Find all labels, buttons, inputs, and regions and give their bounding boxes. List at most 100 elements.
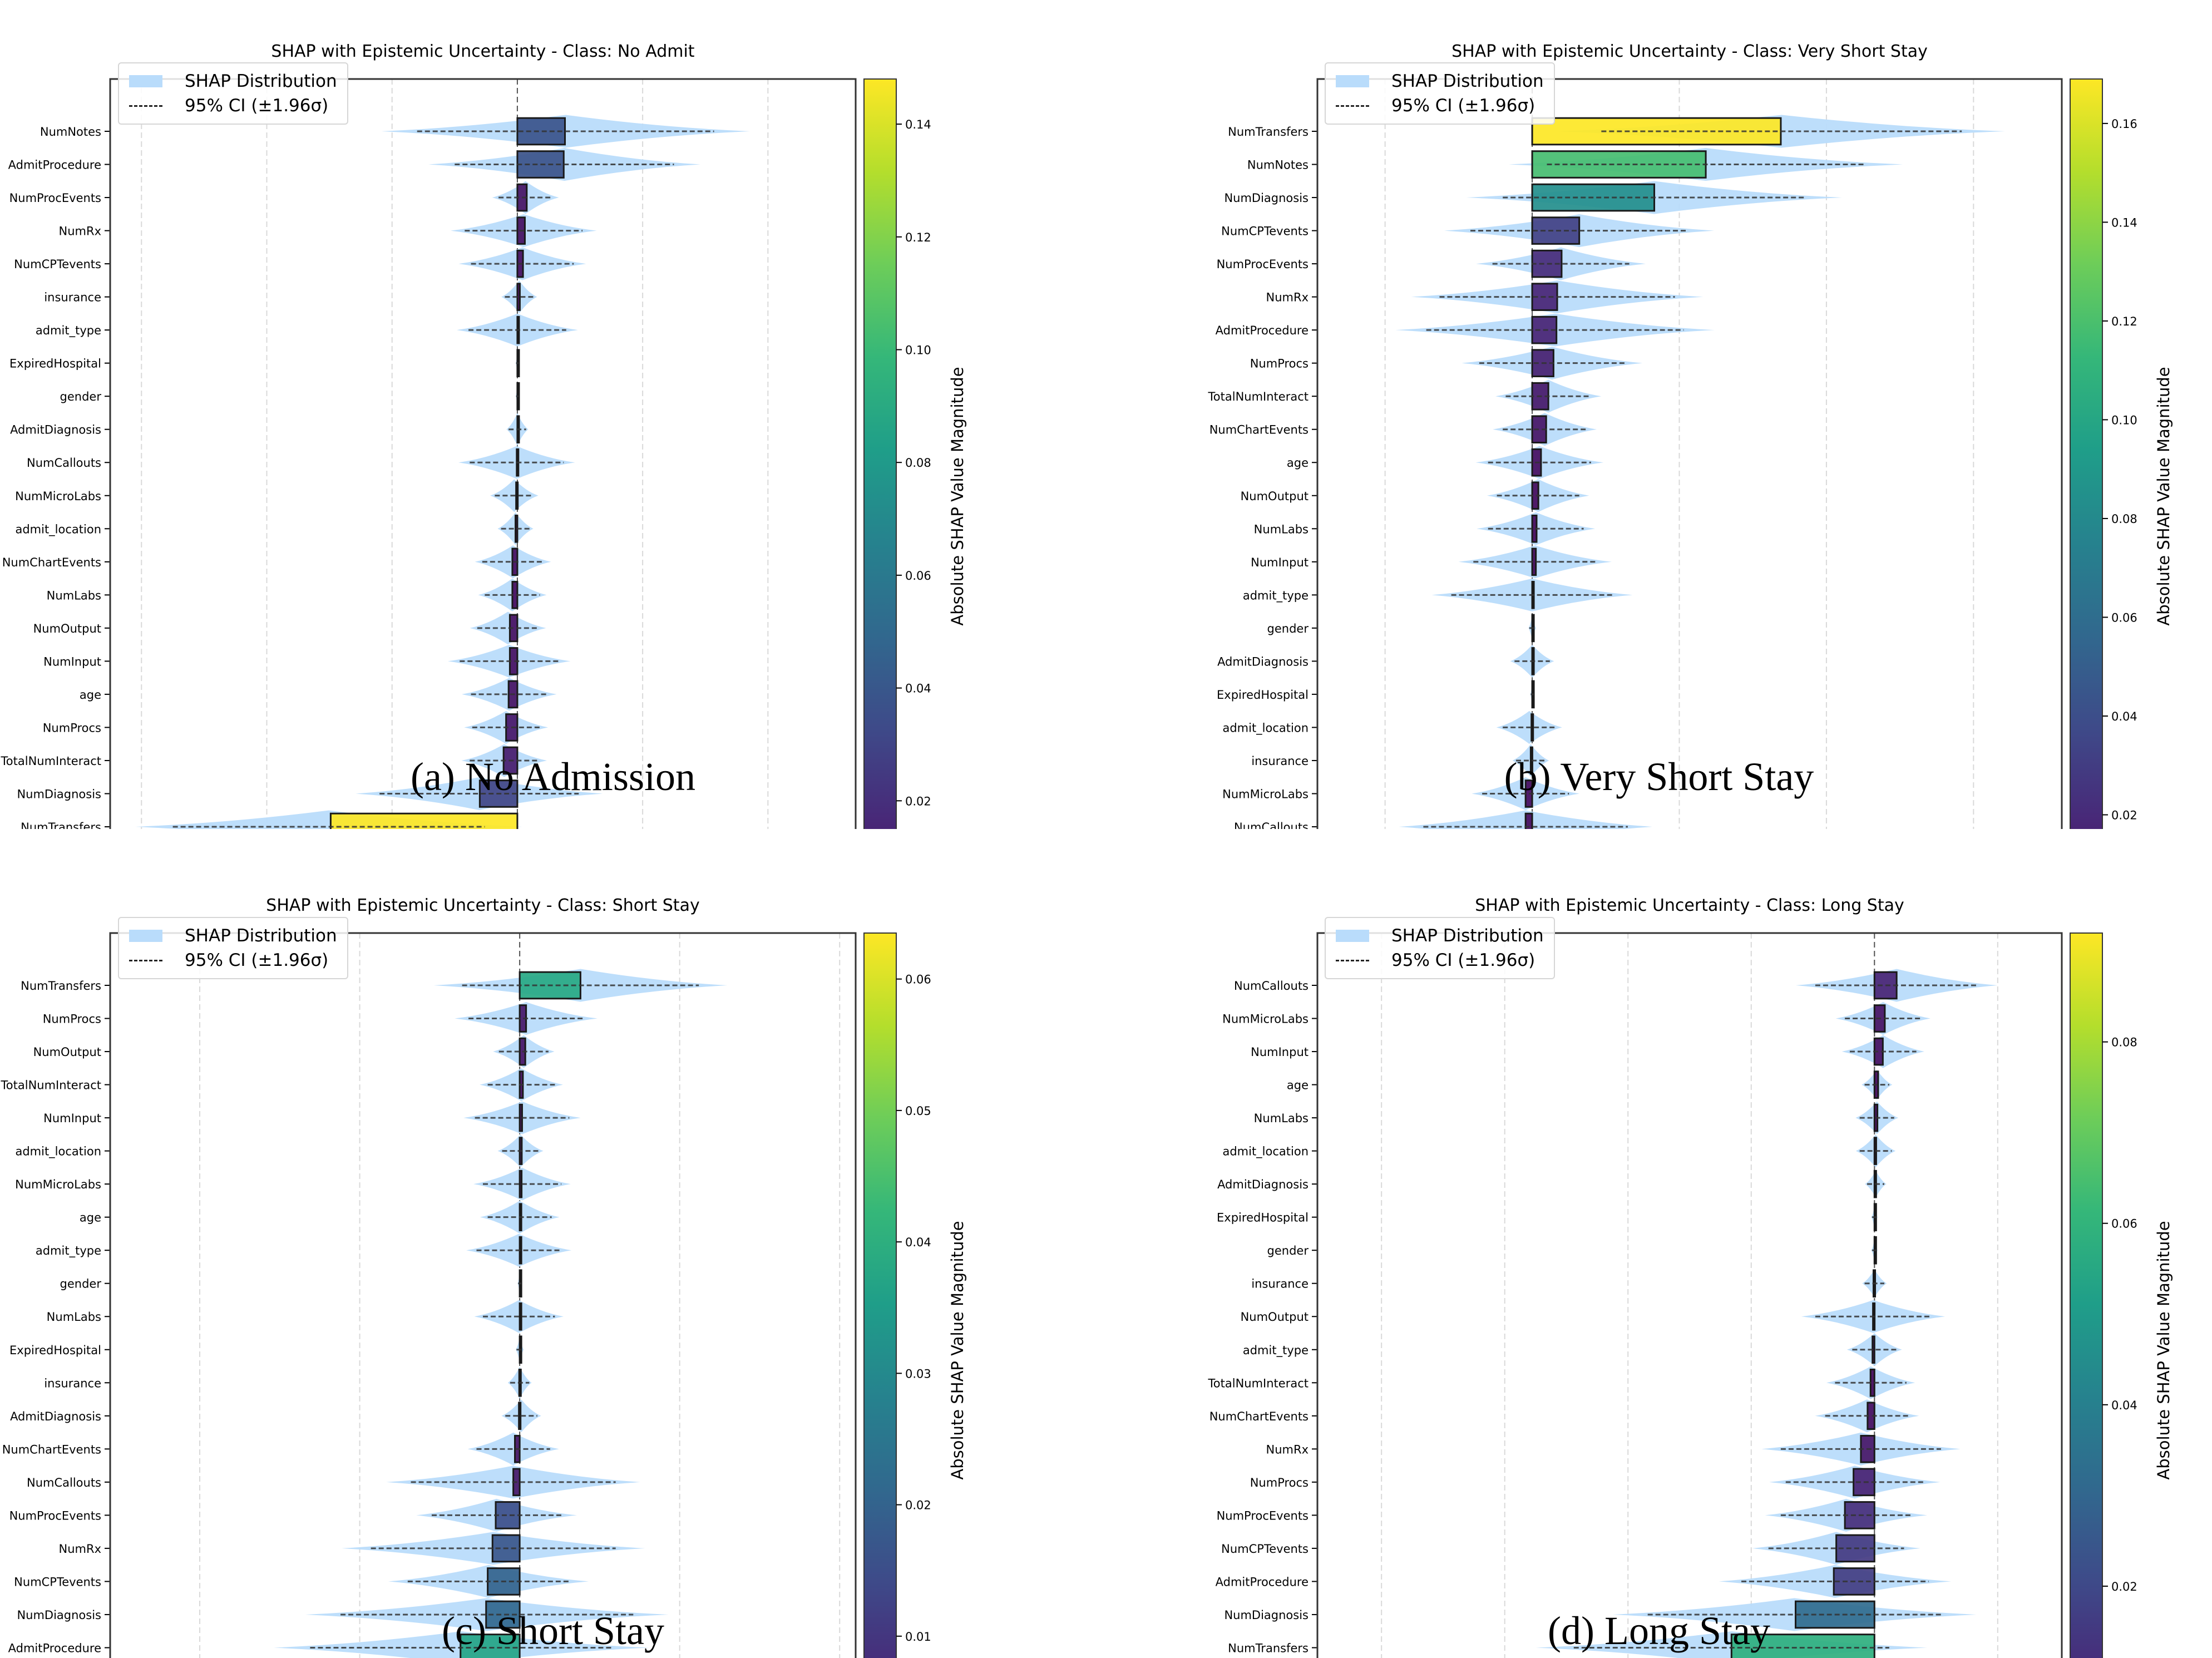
y-tick-label: admit_type <box>36 324 101 338</box>
legend-item-distribution: SHAP Distribution <box>129 69 337 93</box>
legend-item-ci: 95% CI (±1.96σ) <box>129 93 337 118</box>
legend: SHAP Distribution 95% CI (±1.96σ) <box>1325 917 1555 979</box>
y-tick-label: AdmitDiagnosis <box>10 1410 101 1423</box>
colorbar-tick-label: 0.04 <box>2111 710 2137 723</box>
colorbar <box>863 78 897 829</box>
colorbar-tick-label: 0.04 <box>2111 1399 2137 1412</box>
y-tick-label: admit_location <box>1222 1145 1309 1159</box>
violin-shape <box>470 611 546 645</box>
violin-swatch-icon <box>1336 930 1369 942</box>
y-tick-label: NumCPTevents <box>14 1575 101 1588</box>
colorbar-label: Absolute SHAP Value Magnitude <box>948 1221 967 1479</box>
dashed-line-icon <box>1336 105 1369 107</box>
y-tick-label: NumInput <box>43 655 101 668</box>
y-tick-label: ExpiredHospital <box>9 1344 101 1357</box>
plot-frame <box>109 932 857 1658</box>
y-tick-label: age <box>1287 456 1309 470</box>
colorbar-tick-label: 0.08 <box>2111 512 2137 526</box>
y-tick-label: AdmitProcedure <box>1216 324 1309 337</box>
chart-title: SHAP with Epistemic Uncertainty - Class:… <box>1475 896 1904 915</box>
y-tick-label: insurance <box>44 1376 101 1390</box>
violin-swatch-icon <box>1336 75 1369 87</box>
y-tick-label: age <box>80 1211 101 1225</box>
panel-caption: (a) No Admission <box>411 754 695 799</box>
colorbar-tick-label: 0.16 <box>2111 117 2137 131</box>
dashed-line-icon <box>129 959 162 961</box>
legend-item-distribution: SHAP Distribution <box>129 924 337 948</box>
y-tick-label: NumProcs <box>1250 357 1309 371</box>
colorbar-tick-label: 0.06 <box>905 569 931 583</box>
y-tick-label: NumCallouts <box>27 1476 101 1489</box>
legend-label-ci: 95% CI (±1.96σ) <box>185 950 329 970</box>
y-tick-label: AdmitDiagnosis <box>10 423 101 437</box>
y-tick-label: NumCPTevents <box>1221 225 1309 238</box>
colorbar-tick-label: 0.04 <box>905 682 931 695</box>
colorbar-tick-label: 0.06 <box>905 973 931 986</box>
shap-bar <box>1531 216 1581 245</box>
y-tick-label: gender <box>1267 1244 1309 1257</box>
chart-title: SHAP with Epistemic Uncertainty - Class:… <box>1451 42 1928 61</box>
colorbar-tick-label: 0.05 <box>905 1104 931 1118</box>
y-tick-label: NumOutput <box>1241 1310 1309 1324</box>
panel-no-admit: SHAP with Epistemic Uncertainty - Class:… <box>0 0 1106 829</box>
colorbar-tick-label: 0.08 <box>2111 1036 2137 1049</box>
legend-item-distribution: SHAP Distribution <box>1336 924 1544 948</box>
colorbar <box>2070 932 2103 1658</box>
y-tick-label: NumChartEvents <box>1209 423 1309 437</box>
y-tick-label: admit_location <box>15 1145 101 1159</box>
colorbar-tick-label: 0.03 <box>905 1367 931 1380</box>
y-tick-label: NumLabs <box>1254 1112 1309 1125</box>
y-tick-label: NumMicroLabs <box>1222 787 1309 801</box>
y-tick-label: NumChartEvents <box>2 1443 101 1456</box>
shap-bar <box>518 1402 522 1430</box>
legend-label-ci: 95% CI (±1.96σ) <box>185 96 329 116</box>
y-tick-label: NumProcEvents <box>1217 1509 1309 1522</box>
violin-swatch-icon <box>129 75 162 87</box>
y-tick-label: NumOutput <box>1241 490 1309 503</box>
y-tick-label: insurance <box>1251 754 1309 768</box>
violin-swatch-icon <box>129 930 162 942</box>
panel-short-stay: SHAP with Epistemic Uncertainty - Class:… <box>0 829 1106 1658</box>
y-tick-label: admit_location <box>1222 721 1309 735</box>
shap-bar <box>515 481 519 510</box>
y-tick-label: TotalNumInteract <box>1208 390 1309 403</box>
y-tick-label: insurance <box>1251 1277 1309 1291</box>
y-tick-label: NumCallouts <box>27 456 101 470</box>
legend-label-ci: 95% CI (±1.96σ) <box>1391 950 1535 970</box>
legend: SHAP Distribution 95% CI (±1.96σ) <box>118 917 348 979</box>
y-tick-label: NumNotes <box>40 125 101 139</box>
y-tick-label: NumProcEvents <box>9 191 101 205</box>
chart-title: SHAP with Epistemic Uncertainty - Class:… <box>266 896 699 915</box>
colorbar-tick-label: 0.14 <box>905 118 931 131</box>
colorbar-tick-label: 0.02 <box>905 795 931 808</box>
y-tick-label: NumInput <box>1251 1045 1309 1059</box>
dashed-line-icon <box>129 105 162 107</box>
y-tick-label: NumRx <box>59 1542 102 1556</box>
shap-bar <box>1530 713 1534 742</box>
y-tick-label: NumProcs <box>1250 1476 1309 1489</box>
y-tick-label: NumCPTevents <box>14 258 101 271</box>
y-tick-label: NumProcEvents <box>9 1509 101 1522</box>
y-tick-label: gender <box>60 390 102 403</box>
y-tick-label: AdmitProcedure <box>8 159 101 172</box>
legend-label-distribution: SHAP Distribution <box>1391 71 1544 91</box>
legend-label-ci: 95% CI (±1.96σ) <box>1391 96 1535 116</box>
legend: SHAP Distribution 95% CI (±1.96σ) <box>118 62 348 125</box>
y-tick-label: AdmitDiagnosis <box>1217 655 1309 668</box>
y-tick-label: NumDiagnosis <box>17 1608 101 1622</box>
shap-bar <box>516 117 566 146</box>
y-tick-label: AdmitDiagnosis <box>1217 1178 1309 1191</box>
plot-frame <box>1316 932 2063 1658</box>
y-tick-label: ExpiredHospital <box>1217 688 1309 702</box>
colorbar-label: Absolute SHAP Value Magnitude <box>2154 1221 2173 1479</box>
colorbar-tick-label: 0.02 <box>2111 1580 2137 1593</box>
shap-bar <box>519 1302 522 1331</box>
y-tick-label: NumDiagnosis <box>17 787 101 801</box>
panel-caption: (d) Long Stay <box>1548 1608 1770 1653</box>
y-tick-label: NumTransfers <box>21 821 101 829</box>
y-tick-label: NumCallouts <box>1234 821 1309 829</box>
plot-frame <box>1316 78 2063 829</box>
y-tick-label: TotalNumInteract <box>1 1079 101 1092</box>
shap-bar <box>460 1634 521 1658</box>
dashed-line-icon <box>1336 959 1369 961</box>
